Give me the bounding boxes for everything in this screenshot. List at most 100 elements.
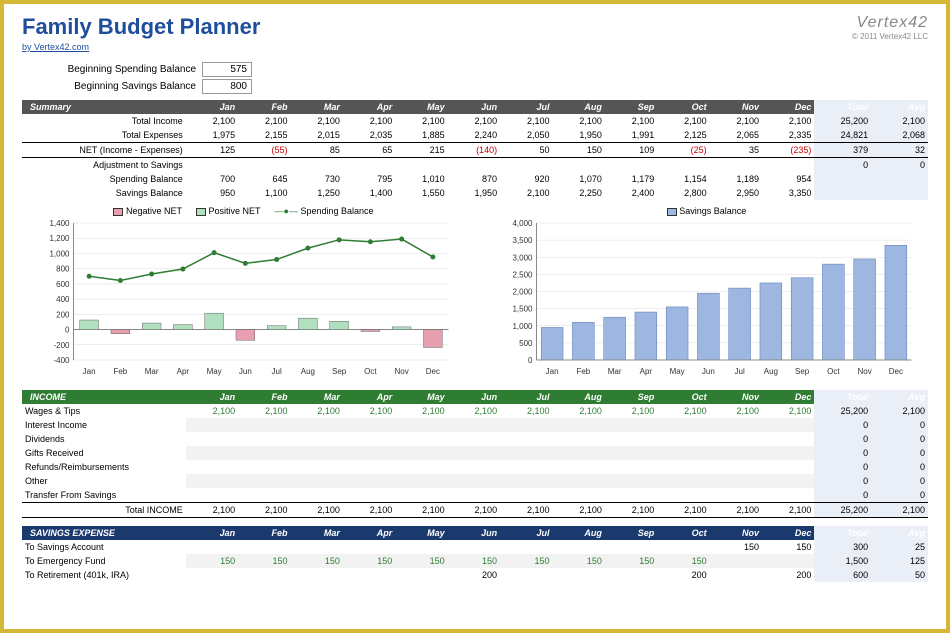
cell[interactable]: 1,885 xyxy=(395,128,447,143)
cell[interactable]: 85 xyxy=(291,143,343,158)
cell[interactable] xyxy=(605,446,657,460)
cell[interactable]: 1,250 xyxy=(291,186,343,200)
cell[interactable] xyxy=(395,158,447,173)
cell[interactable] xyxy=(291,540,343,554)
cell[interactable] xyxy=(395,488,447,503)
cell[interactable] xyxy=(448,446,500,460)
cell[interactable] xyxy=(186,474,238,488)
cell[interactable]: 2,100 xyxy=(552,114,604,128)
cell[interactable]: 2,100 xyxy=(500,186,552,200)
cell[interactable]: 2,100 xyxy=(343,114,395,128)
cell[interactable] xyxy=(448,488,500,503)
cell[interactable] xyxy=(238,488,290,503)
cell[interactable]: 200 xyxy=(448,568,500,582)
cell[interactable]: 2,050 xyxy=(500,128,552,143)
cell[interactable] xyxy=(343,474,395,488)
cell[interactable]: 2,100 xyxy=(395,503,447,518)
cell[interactable] xyxy=(343,488,395,503)
cell[interactable]: 2,950 xyxy=(710,186,762,200)
cell[interactable] xyxy=(448,158,500,173)
cell[interactable] xyxy=(238,446,290,460)
cell[interactable]: 200 xyxy=(762,568,814,582)
cell[interactable]: 1,179 xyxy=(605,172,657,186)
cell[interactable] xyxy=(291,418,343,432)
cell[interactable] xyxy=(762,474,814,488)
cell[interactable]: 2,100 xyxy=(238,503,290,518)
cell[interactable]: 954 xyxy=(762,172,814,186)
cell[interactable]: 2,100 xyxy=(291,503,343,518)
cell[interactable] xyxy=(500,418,552,432)
cell[interactable]: 150 xyxy=(448,554,500,568)
cell[interactable] xyxy=(762,554,814,568)
cell[interactable] xyxy=(186,432,238,446)
cell[interactable] xyxy=(657,158,709,173)
begin-spending-value[interactable]: 575 xyxy=(202,62,252,77)
cell[interactable]: 2,100 xyxy=(657,114,709,128)
cell[interactable] xyxy=(762,158,814,173)
cell[interactable]: 150 xyxy=(710,540,762,554)
cell[interactable] xyxy=(186,488,238,503)
cell[interactable]: 2,100 xyxy=(500,503,552,518)
cell[interactable] xyxy=(343,540,395,554)
cell[interactable] xyxy=(710,432,762,446)
cell[interactable] xyxy=(605,474,657,488)
cell[interactable] xyxy=(552,432,604,446)
cell[interactable] xyxy=(238,540,290,554)
cell[interactable]: 65 xyxy=(343,143,395,158)
cell[interactable]: 1,400 xyxy=(343,186,395,200)
cell[interactable] xyxy=(395,418,447,432)
cell[interactable]: 1,950 xyxy=(448,186,500,200)
cell[interactable] xyxy=(395,568,447,582)
cell[interactable] xyxy=(291,488,343,503)
cell[interactable]: 150 xyxy=(500,554,552,568)
cell[interactable]: 150 xyxy=(762,540,814,554)
cell[interactable]: 1,070 xyxy=(552,172,604,186)
cell[interactable] xyxy=(552,474,604,488)
cell[interactable]: 2,335 xyxy=(762,128,814,143)
cell[interactable] xyxy=(343,418,395,432)
cell[interactable] xyxy=(448,474,500,488)
cell[interactable] xyxy=(657,418,709,432)
cell[interactable]: 1,991 xyxy=(605,128,657,143)
cell[interactable] xyxy=(186,418,238,432)
cell[interactable] xyxy=(657,446,709,460)
cell[interactable]: 950 xyxy=(186,186,238,200)
cell[interactable] xyxy=(291,158,343,173)
cell[interactable]: 150 xyxy=(552,554,604,568)
cell[interactable] xyxy=(657,474,709,488)
cell[interactable]: 2,155 xyxy=(238,128,290,143)
cell[interactable]: 2,800 xyxy=(657,186,709,200)
cell[interactable] xyxy=(395,460,447,474)
cell[interactable]: 2,035 xyxy=(343,128,395,143)
cell[interactable]: 150 xyxy=(552,143,604,158)
cell[interactable] xyxy=(343,158,395,173)
cell[interactable]: 2,100 xyxy=(395,404,447,418)
cell[interactable]: 645 xyxy=(238,172,290,186)
cell[interactable] xyxy=(552,446,604,460)
cell[interactable] xyxy=(605,418,657,432)
cell[interactable] xyxy=(657,432,709,446)
cell[interactable] xyxy=(762,488,814,503)
cell[interactable]: 2,100 xyxy=(710,404,762,418)
cell[interactable]: 150 xyxy=(343,554,395,568)
cell[interactable] xyxy=(500,432,552,446)
cell[interactable]: 50 xyxy=(500,143,552,158)
cell[interactable] xyxy=(710,554,762,568)
cell[interactable] xyxy=(710,418,762,432)
cell[interactable]: 150 xyxy=(238,554,290,568)
cell[interactable]: 2,100 xyxy=(500,404,552,418)
cell[interactable] xyxy=(500,474,552,488)
cell[interactable]: 2,100 xyxy=(657,503,709,518)
cell[interactable] xyxy=(186,158,238,173)
cell[interactable]: 2,100 xyxy=(238,404,290,418)
cell[interactable]: 2,100 xyxy=(657,404,709,418)
cell[interactable]: 2,400 xyxy=(605,186,657,200)
cell[interactable] xyxy=(552,540,604,554)
cell[interactable]: 920 xyxy=(500,172,552,186)
cell[interactable] xyxy=(343,460,395,474)
cell[interactable] xyxy=(657,488,709,503)
cell[interactable] xyxy=(291,432,343,446)
cell[interactable]: 150 xyxy=(657,554,709,568)
cell[interactable] xyxy=(448,460,500,474)
cell[interactable] xyxy=(605,540,657,554)
